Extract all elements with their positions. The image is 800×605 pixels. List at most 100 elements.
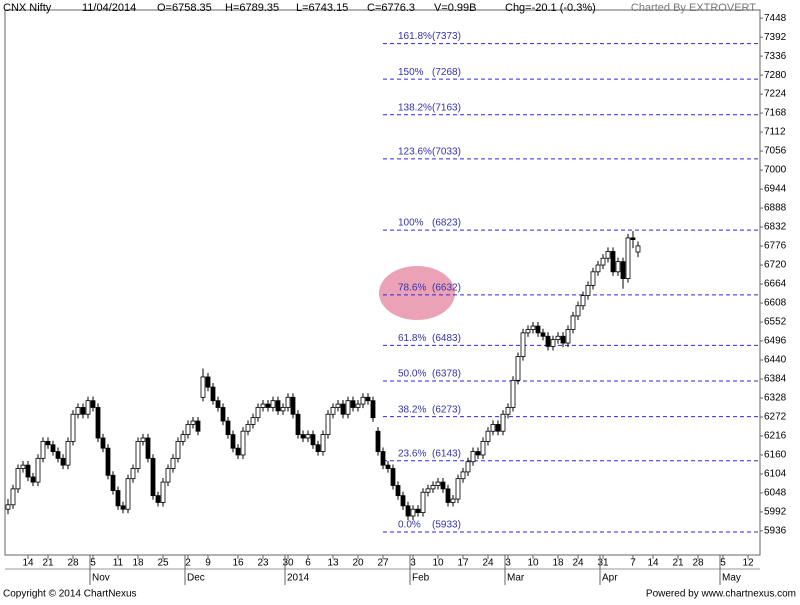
y-tick-label: 6496 <box>764 336 787 347</box>
fib-pct: 100% <box>398 218 424 229</box>
candle-body <box>540 332 546 337</box>
x-tick-label: 14 <box>647 558 659 569</box>
candle-body <box>380 451 386 466</box>
y-tick-label: 7056 <box>764 146 787 157</box>
fib-value: (7163) <box>432 102 461 113</box>
fib-value: (6378) <box>432 369 461 380</box>
candle-body <box>10 488 16 506</box>
candle-body <box>130 468 136 480</box>
candle-body <box>260 403 266 408</box>
candle-body <box>195 420 201 432</box>
x-tick-label: 10 <box>432 558 444 569</box>
x-tick-label: 5 <box>90 558 96 569</box>
y-tick-label: 6272 <box>764 412 787 423</box>
header-info: O=6758.35 <box>157 2 212 14</box>
x-tick-label: 24 <box>482 558 494 569</box>
month-label: May <box>722 573 741 584</box>
candle-body <box>150 457 156 497</box>
fib-pct: 150% <box>398 67 424 78</box>
month-label: 2014 <box>287 573 310 584</box>
x-tick-label: 5 <box>720 558 726 569</box>
candle-body <box>355 403 361 408</box>
candle-body <box>545 335 551 347</box>
candle-body <box>70 413 76 442</box>
candle-body <box>535 325 541 334</box>
y-tick-label: 6664 <box>764 279 787 290</box>
fib-pct: 78.6% <box>398 283 426 294</box>
fib-value: (6823) <box>432 218 461 229</box>
y-tick-label: 6776 <box>764 241 787 252</box>
candle-body <box>400 495 406 507</box>
candle-body <box>250 417 256 425</box>
header-info: V=0.99B <box>434 2 477 14</box>
candle-body <box>60 457 66 466</box>
fib-pct: 50.0% <box>398 369 426 380</box>
fib-value: (6143) <box>432 448 461 459</box>
fib-value: (6273) <box>432 404 461 415</box>
fib-pct: 123.6% <box>398 147 432 158</box>
candle-body <box>590 271 596 286</box>
candle-body <box>215 400 221 408</box>
candle-body <box>90 400 96 408</box>
candle-body <box>560 335 566 344</box>
x-tick-label: 23 <box>257 558 269 569</box>
candle-body <box>25 464 31 478</box>
candle-body <box>440 481 446 490</box>
candle-body <box>430 485 436 490</box>
y-tick-label: 6832 <box>764 222 787 233</box>
candle-body <box>170 457 176 469</box>
month-label: Apr <box>602 573 618 584</box>
candle-body <box>145 437 151 459</box>
candle-body <box>295 413 301 436</box>
y-tick-label: 7336 <box>764 51 787 62</box>
y-tick-label: 7448 <box>764 13 787 24</box>
candle-body <box>585 284 591 296</box>
candle-body <box>575 305 581 317</box>
header-info: H=6789.35 <box>225 2 279 14</box>
chart-title: CNX Nifty <box>3 2 52 14</box>
candle-body <box>475 451 481 456</box>
candle-body <box>100 437 106 449</box>
y-tick-label: 7168 <box>764 108 787 119</box>
candle-body <box>600 257 606 266</box>
y-tick-label: 6048 <box>764 488 787 499</box>
candle-body <box>190 420 196 425</box>
y-tick-label: 7000 <box>764 165 787 176</box>
y-tick-label: 6888 <box>764 203 787 214</box>
candle-body <box>50 444 56 452</box>
header-info: 11/04/2014 <box>82 2 136 14</box>
candle-body <box>465 461 471 473</box>
x-tick-label: 21 <box>42 558 54 569</box>
fib-value: (7373) <box>432 31 461 42</box>
fib-pct: 38.2% <box>398 404 426 415</box>
candle-body <box>480 440 486 456</box>
candle-body <box>160 481 166 503</box>
month-label: Mar <box>507 573 525 584</box>
candle-body <box>375 430 381 452</box>
candle-body <box>180 434 186 442</box>
y-tick-label: 6328 <box>764 393 787 404</box>
candle-body <box>420 491 426 514</box>
candle-body <box>620 261 626 279</box>
candle-body <box>340 403 346 415</box>
candle-body <box>5 504 11 510</box>
x-tick-label: 3 <box>410 558 416 569</box>
x-tick-label: 30 <box>282 558 294 569</box>
candle-body <box>320 434 326 452</box>
candle-body <box>305 434 311 439</box>
candle-body <box>210 386 216 402</box>
x-tick-label: 9 <box>205 558 211 569</box>
candle-body <box>200 376 206 398</box>
footer-right: Powered by www.chartnexus.com <box>646 589 796 600</box>
fib-pct: 61.8% <box>398 333 426 344</box>
candle-body <box>310 434 316 446</box>
y-tick-label: 6160 <box>764 450 787 461</box>
candle-body <box>555 335 561 341</box>
x-tick-label: 31 <box>597 558 609 569</box>
y-tick-label: 6944 <box>764 184 787 195</box>
x-tick-label: 3 <box>505 558 511 569</box>
candle-body <box>385 464 391 469</box>
y-tick-label: 6440 <box>764 355 787 366</box>
credit: Charted By EXTROVERT <box>631 2 756 14</box>
candle-body <box>230 434 236 449</box>
